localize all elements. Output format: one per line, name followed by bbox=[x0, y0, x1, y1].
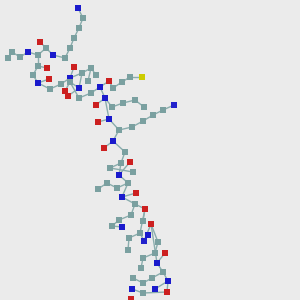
Bar bbox=[150, 112, 156, 118]
Bar bbox=[30, 72, 36, 78]
Bar bbox=[79, 70, 85, 76]
Bar bbox=[95, 119, 101, 125]
Bar bbox=[62, 55, 68, 61]
Bar bbox=[5, 55, 11, 61]
Bar bbox=[106, 116, 112, 122]
Bar bbox=[140, 280, 146, 286]
Bar bbox=[67, 75, 73, 81]
Bar bbox=[75, 5, 81, 11]
Bar bbox=[165, 278, 171, 284]
Bar bbox=[71, 35, 77, 41]
Bar bbox=[126, 235, 132, 241]
Bar bbox=[76, 95, 82, 101]
Bar bbox=[154, 260, 160, 266]
Bar bbox=[141, 104, 147, 110]
Bar bbox=[88, 90, 94, 96]
Bar bbox=[171, 102, 177, 108]
Bar bbox=[138, 265, 144, 271]
Bar bbox=[76, 25, 82, 31]
Bar bbox=[101, 145, 107, 151]
Bar bbox=[67, 79, 73, 85]
Bar bbox=[85, 78, 91, 84]
Bar bbox=[119, 194, 125, 200]
Bar bbox=[140, 218, 146, 224]
Bar bbox=[129, 286, 135, 292]
Bar bbox=[130, 169, 136, 175]
Bar bbox=[128, 296, 134, 300]
Bar bbox=[162, 250, 168, 256]
Bar bbox=[93, 102, 99, 108]
Bar bbox=[44, 65, 50, 71]
Bar bbox=[132, 201, 138, 207]
Bar bbox=[116, 217, 122, 223]
Bar bbox=[25, 49, 31, 55]
Bar bbox=[155, 239, 161, 245]
Bar bbox=[50, 52, 56, 58]
Bar bbox=[109, 223, 115, 229]
Bar bbox=[67, 45, 73, 51]
Bar bbox=[132, 97, 138, 103]
Bar bbox=[139, 74, 145, 80]
Bar bbox=[80, 15, 86, 21]
Bar bbox=[133, 190, 139, 196]
Bar bbox=[71, 64, 77, 70]
Bar bbox=[142, 206, 148, 212]
Bar bbox=[140, 118, 146, 124]
Bar bbox=[62, 88, 68, 94]
Bar bbox=[125, 180, 131, 186]
Bar bbox=[65, 93, 71, 99]
Bar bbox=[95, 186, 101, 192]
Bar bbox=[116, 127, 122, 133]
Bar bbox=[35, 52, 41, 58]
Bar bbox=[127, 159, 133, 165]
Bar bbox=[110, 138, 116, 144]
Bar bbox=[130, 275, 136, 281]
Bar bbox=[160, 107, 166, 113]
Bar bbox=[127, 74, 133, 80]
Bar bbox=[35, 80, 41, 86]
Bar bbox=[116, 172, 122, 178]
Bar bbox=[140, 290, 146, 296]
Bar bbox=[128, 212, 134, 218]
Bar bbox=[129, 124, 135, 130]
Bar bbox=[164, 289, 170, 295]
Bar bbox=[17, 54, 23, 60]
Bar bbox=[119, 79, 125, 85]
Bar bbox=[46, 76, 52, 82]
Bar bbox=[149, 275, 155, 281]
Bar bbox=[47, 86, 53, 92]
Bar bbox=[110, 85, 116, 91]
Bar bbox=[102, 95, 108, 101]
Bar bbox=[145, 232, 151, 238]
Bar bbox=[88, 65, 94, 71]
Bar bbox=[118, 160, 124, 166]
Bar bbox=[141, 238, 147, 244]
Bar bbox=[109, 104, 115, 110]
Bar bbox=[43, 45, 49, 51]
Bar bbox=[93, 72, 99, 78]
Bar bbox=[9, 49, 15, 55]
Bar bbox=[35, 63, 41, 69]
Bar bbox=[160, 269, 166, 275]
Bar bbox=[122, 149, 128, 155]
Bar bbox=[104, 180, 110, 186]
Bar bbox=[125, 247, 131, 253]
Bar bbox=[140, 255, 146, 261]
Bar bbox=[37, 39, 43, 45]
Bar bbox=[76, 85, 82, 91]
Bar bbox=[119, 224, 125, 230]
Bar bbox=[58, 81, 64, 87]
Bar bbox=[152, 286, 158, 292]
Bar bbox=[97, 84, 103, 90]
Bar bbox=[106, 78, 112, 84]
Bar bbox=[148, 221, 154, 227]
Bar bbox=[152, 250, 158, 256]
Bar bbox=[120, 100, 126, 106]
Bar bbox=[114, 185, 120, 191]
Bar bbox=[137, 230, 143, 236]
Bar bbox=[107, 165, 113, 171]
